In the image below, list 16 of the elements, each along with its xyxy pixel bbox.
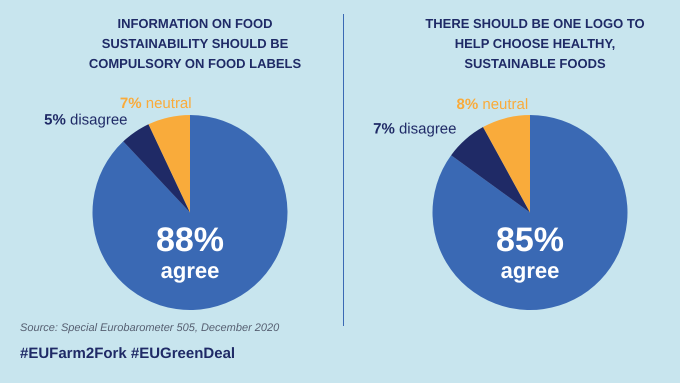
data-label: 88%	[156, 221, 224, 260]
slice-label: agree	[500, 258, 560, 283]
data-label: 8%	[456, 96, 482, 113]
data-label: 7%	[373, 120, 399, 138]
slice-label: disagree	[70, 112, 128, 129]
source-note: Source: Special Eurobarometer 505, December 2020	[20, 322, 280, 334]
slice-label: neutral	[482, 96, 528, 113]
data-label: 85%	[496, 221, 564, 260]
slice-label: agree	[160, 258, 220, 283]
data-label: 7%	[120, 95, 146, 112]
slice-label: disagree	[398, 120, 457, 138]
chart-title: INFORMATION ON FOOD SUSTAINABILITY SHOULD BE COMPULSORY ON FOOD LABELS	[88, 15, 302, 73]
text: #EUFarm2Fork #EUGreenDeal	[20, 345, 236, 362]
slice-label: neutral	[146, 95, 192, 112]
data-label: 5%	[44, 112, 70, 129]
chart-title: THERE SHOULD BE ONE LOGO TO HELP CHOOSE HEALTHY, SUSTAINABLE FOODS	[424, 15, 646, 73]
